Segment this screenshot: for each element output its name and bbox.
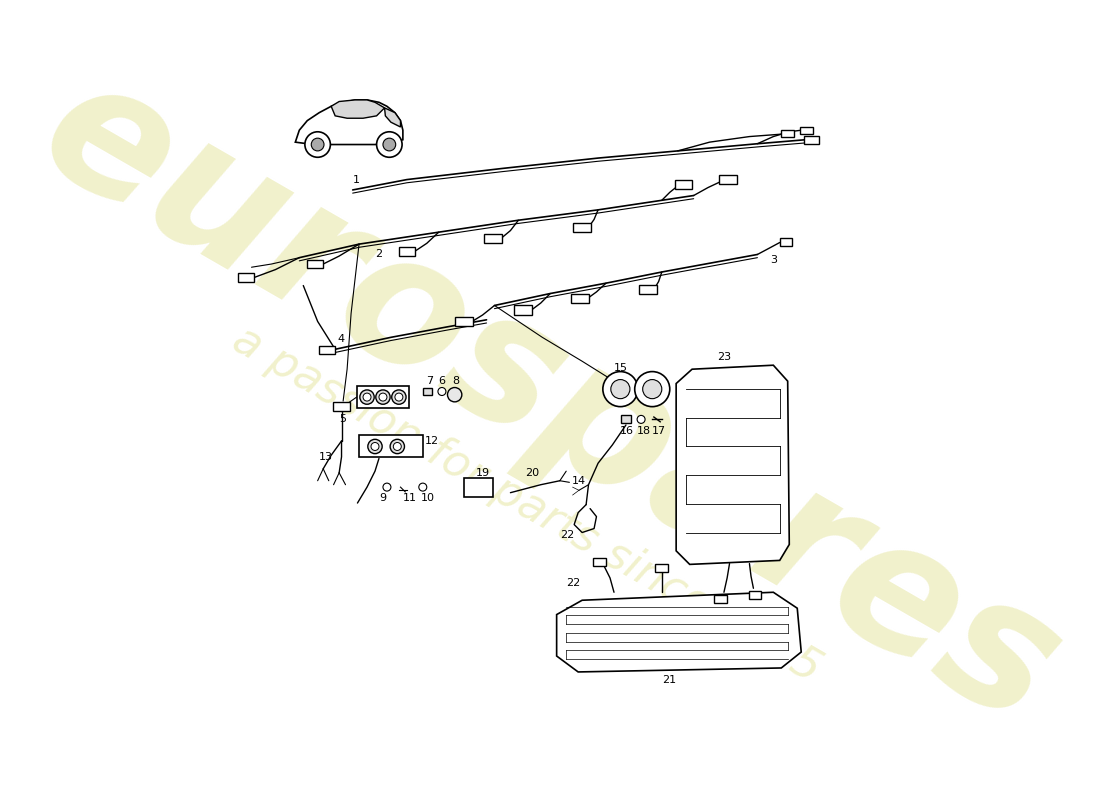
Bar — [781, 130, 794, 137]
Bar — [515, 306, 532, 315]
Text: 21: 21 — [662, 675, 675, 685]
Circle shape — [448, 387, 462, 402]
Circle shape — [383, 483, 390, 491]
Bar — [573, 222, 591, 232]
Bar — [571, 294, 588, 303]
Bar — [656, 564, 668, 572]
Text: eurospares: eurospares — [12, 40, 1088, 762]
Text: 6: 6 — [439, 376, 446, 386]
Circle shape — [363, 393, 371, 401]
Bar — [307, 260, 323, 269]
Text: 5: 5 — [339, 414, 346, 423]
Circle shape — [376, 132, 403, 158]
Text: 15: 15 — [614, 362, 628, 373]
Circle shape — [376, 390, 390, 404]
Text: 8: 8 — [452, 376, 460, 386]
Text: 7: 7 — [426, 376, 433, 386]
Bar — [484, 234, 502, 243]
Bar — [359, 434, 422, 457]
Text: 2: 2 — [375, 250, 382, 259]
Bar — [804, 136, 818, 144]
Bar — [593, 558, 606, 566]
Text: 11: 11 — [403, 494, 417, 503]
Bar — [455, 317, 473, 326]
Text: 4: 4 — [338, 334, 344, 344]
Bar — [333, 402, 350, 411]
Bar — [358, 386, 409, 408]
Bar — [801, 126, 813, 134]
Circle shape — [419, 483, 427, 491]
Bar — [464, 478, 493, 497]
Circle shape — [311, 138, 324, 151]
Text: 3: 3 — [770, 255, 778, 265]
Circle shape — [371, 442, 380, 450]
Bar — [621, 414, 630, 422]
Circle shape — [394, 442, 402, 450]
Circle shape — [379, 393, 387, 401]
Bar — [319, 346, 336, 354]
Circle shape — [392, 390, 406, 404]
Circle shape — [637, 415, 645, 423]
Text: 10: 10 — [421, 494, 436, 503]
Text: 12: 12 — [426, 436, 439, 446]
Circle shape — [635, 371, 670, 406]
Bar — [719, 175, 737, 184]
Text: 22: 22 — [560, 530, 574, 540]
Text: 22: 22 — [566, 578, 581, 588]
Polygon shape — [385, 108, 400, 127]
Polygon shape — [557, 592, 801, 672]
Polygon shape — [331, 100, 385, 118]
Text: 16: 16 — [619, 426, 634, 436]
Text: 14: 14 — [572, 476, 586, 486]
Text: 9: 9 — [379, 494, 386, 503]
Bar — [714, 594, 727, 602]
Text: 1: 1 — [353, 174, 360, 185]
Bar — [399, 247, 415, 256]
Bar — [424, 388, 432, 395]
Circle shape — [383, 138, 396, 151]
Circle shape — [395, 393, 403, 401]
Bar — [238, 273, 254, 282]
Circle shape — [610, 379, 630, 398]
Bar — [749, 590, 761, 598]
Circle shape — [603, 371, 638, 406]
Polygon shape — [295, 100, 403, 145]
Bar — [639, 285, 657, 294]
Text: a passion for parts since 1985: a passion for parts since 1985 — [224, 318, 828, 691]
Text: 23: 23 — [717, 352, 732, 362]
Circle shape — [390, 439, 405, 454]
Bar — [674, 179, 692, 189]
Text: 19: 19 — [476, 468, 491, 478]
Circle shape — [642, 379, 662, 398]
Text: 20: 20 — [525, 468, 539, 478]
Text: 13: 13 — [319, 452, 333, 462]
Circle shape — [305, 132, 330, 158]
Circle shape — [367, 439, 382, 454]
Text: 17: 17 — [652, 426, 667, 436]
Circle shape — [360, 390, 374, 404]
Polygon shape — [676, 366, 790, 564]
Circle shape — [438, 387, 446, 395]
Bar — [780, 238, 792, 246]
Text: 18: 18 — [637, 426, 651, 436]
